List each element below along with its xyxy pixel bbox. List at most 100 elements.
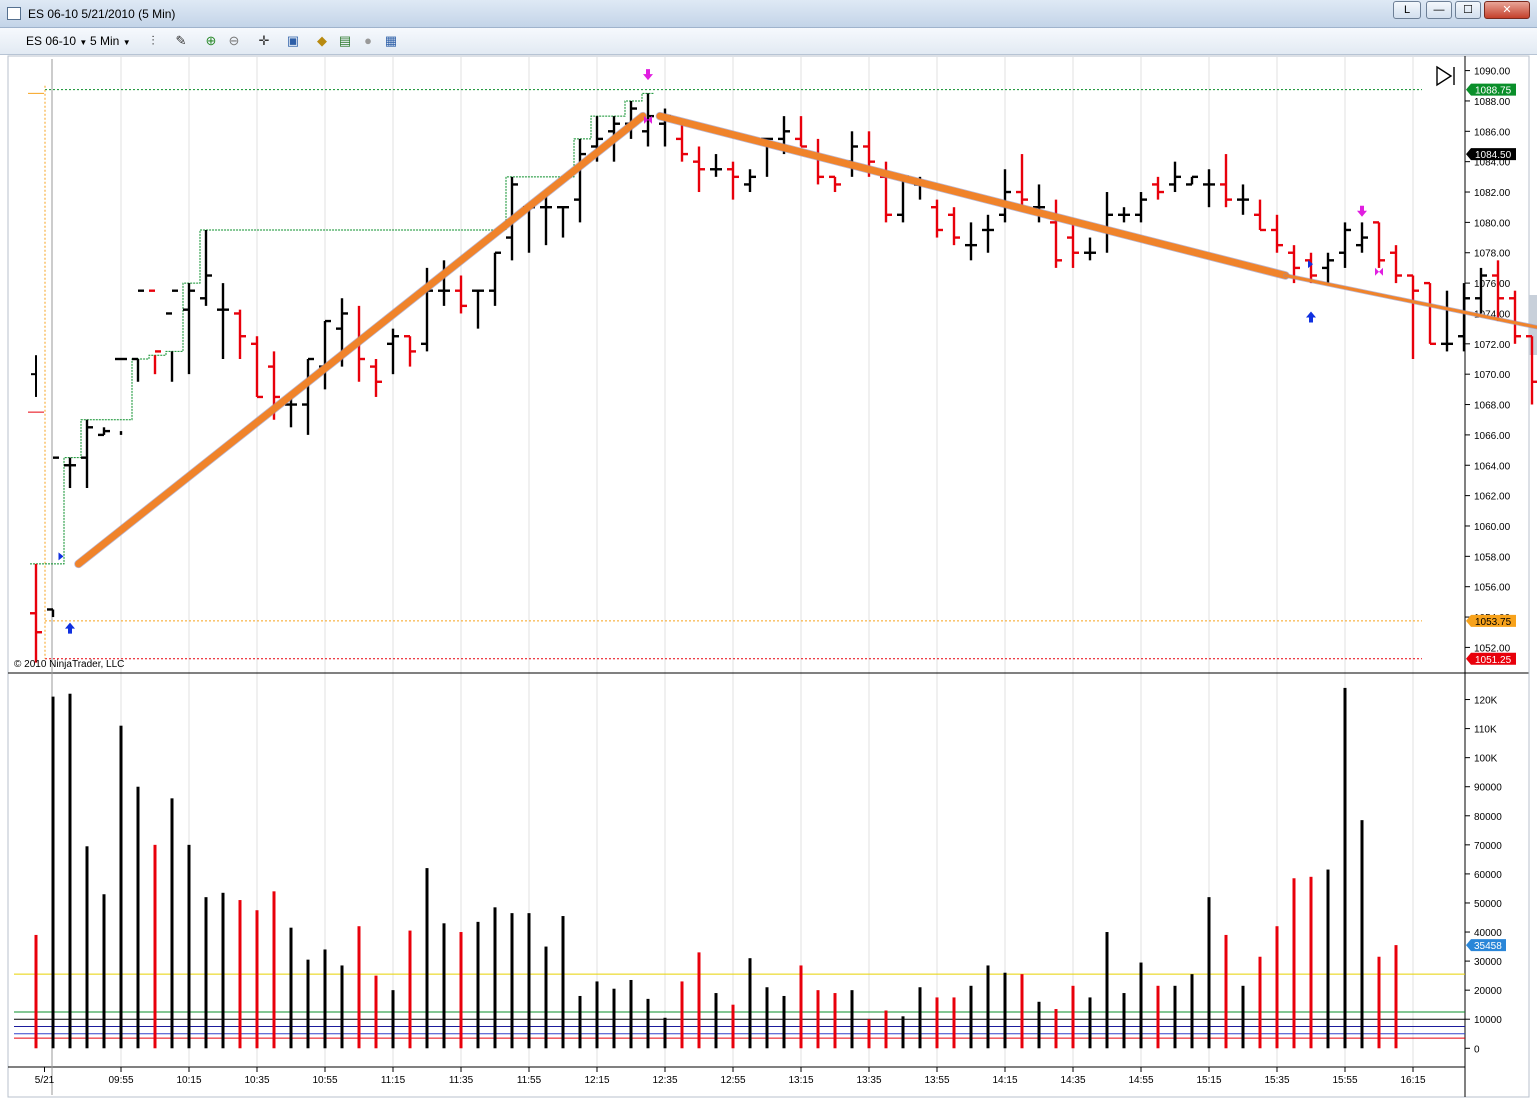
bar-type-icon[interactable]: ⫶ [151,33,155,48]
ohlc-bar [693,146,705,193]
time-label: 14:15 [992,1075,1017,1086]
volume-bar [595,981,599,1049]
ohlc-bar [64,457,76,489]
title-bar: ES 06-10 5/21/2010 (5 Min) L — ☐ ✕ [0,0,1537,28]
volume-bar [1139,962,1143,1049]
minimize-button[interactable]: — [1426,1,1452,19]
instrument-label: ES 06-10 [26,34,77,48]
zoom-out-icon[interactable]: ⊖ [228,33,240,48]
volume-bar [680,981,684,1049]
volume-bar [1054,1009,1058,1049]
volume-bar [1309,876,1313,1049]
chart-area[interactable]: 1052.001054.001056.001058.001060.001062.… [0,55,1537,1099]
chart-background [0,55,1537,1099]
properties-icon[interactable]: ● [364,33,372,48]
volume-bar [187,844,191,1049]
price-marker: 1053.75 [1466,614,1516,628]
ohlc-bar [1441,290,1453,352]
volume-tick-label: 40000 [1474,928,1502,939]
price-tick-label: 1074.00 [1474,309,1511,320]
volume-bar [340,965,344,1049]
ohlc-bar [1458,283,1470,352]
volume-tick-label: 120K [1474,696,1498,707]
ohlc-bar [829,175,841,193]
time-label: 5/21 [35,1075,55,1086]
price-tick-label: 1084.00 [1474,158,1511,169]
buy-arrow-icon [65,622,75,634]
instrument-selector[interactable]: ES 06-10 ▼ [26,33,87,49]
ohlc-bar [1152,176,1164,200]
price-marker-label: 1051.25 [1475,655,1512,666]
layout-button[interactable]: L [1393,1,1421,19]
ohlc-bar [30,563,42,663]
ohlc-bar [1526,335,1537,405]
zoom-in-icon[interactable]: ⊕ [205,33,217,48]
price-tick-label: 1068.00 [1474,401,1511,412]
close-button[interactable]: ✕ [1484,1,1530,19]
volume-bar [153,844,157,1049]
drawing-pen-icon[interactable]: ✎ [175,33,187,48]
strategy-icon[interactable]: ◆ [317,33,327,48]
ohlc-bar [132,289,144,382]
volume-bar [1326,869,1330,1049]
ohlc-bar [455,275,467,314]
volume-tick-label: 10000 [1474,1015,1502,1026]
indicator-icon[interactable]: ▤ [338,33,352,48]
trendline [656,112,1289,280]
volume-bar [1360,820,1364,1049]
volume-axis: 0 10000 20000 30000 40000 50000 60000 70000 8000… [1465,696,1502,1055]
ohlc-bar [540,192,552,246]
trendlines[interactable] [74,111,1537,569]
price-marker-tag [1466,652,1516,665]
chevron-down-icon: ▼ [79,38,88,47]
time-label: 13:15 [788,1075,813,1086]
ohlc-bar [472,289,484,329]
crosshair-icon[interactable]: ✛ [258,33,270,48]
volume-marker-label: 35458 [1474,941,1502,952]
trailing-stop-path [30,92,654,565]
ohlc-bar [1424,281,1436,346]
app-chart-icon [7,7,21,20]
snapshot-icon[interactable]: ▣ [286,33,300,48]
play-end-icon [1436,65,1453,87]
volume-bar [221,892,225,1049]
ohlc-bar [1407,274,1419,359]
ohlc-bar [1220,154,1232,208]
time-label: 11:55 [517,1075,542,1086]
volume-tick-label: 100K [1474,754,1498,765]
scroll-to-end-button[interactable] [1436,65,1455,87]
ohlc-bar [370,359,382,397]
ohlc-bar [166,289,178,382]
volume-bar [833,993,837,1049]
time-label: 16:15 [1400,1075,1425,1086]
interval-selector[interactable]: 5 Min ▼ [90,33,131,49]
volume-marker: 35458 [1466,939,1506,952]
price-tick-label: 1086.00 [1474,127,1511,138]
volume-bar [1190,974,1194,1049]
price-tick-label: 1076.00 [1474,279,1511,290]
time-label: 10:15 [176,1075,201,1086]
volume-bar [391,990,395,1049]
ohlc-bar [1339,222,1351,268]
price-marker-tag [1466,148,1516,161]
volume-tick-label: 70000 [1474,841,1502,852]
volume-tick-label: 50000 [1474,899,1502,910]
volume-bar [714,993,718,1049]
ohlc-bar [404,335,416,367]
maximize-button[interactable]: ☐ [1455,1,1481,19]
chevron-down-icon: ▼ [122,38,131,47]
volume-bar [748,958,752,1049]
volume-tick-label: 30000 [1474,957,1502,968]
volume-bar [527,913,531,1049]
volume-bar [612,988,616,1049]
ohlc-bar [1509,290,1521,344]
ohlc-bar [183,283,195,375]
volume-bar [935,997,939,1049]
exit-marker-icon [644,115,652,124]
time-axis-labels: 5/21 09:55 10:15 10:35 10:55 11:15 11:35 11:55 1… [35,1067,1426,1086]
data-box-icon[interactable]: ▦ [384,33,398,48]
volume-bar [799,965,803,1049]
volume-bar [1394,945,1398,1049]
volume-bar [1241,985,1245,1049]
ohlc-bar [1169,161,1181,193]
